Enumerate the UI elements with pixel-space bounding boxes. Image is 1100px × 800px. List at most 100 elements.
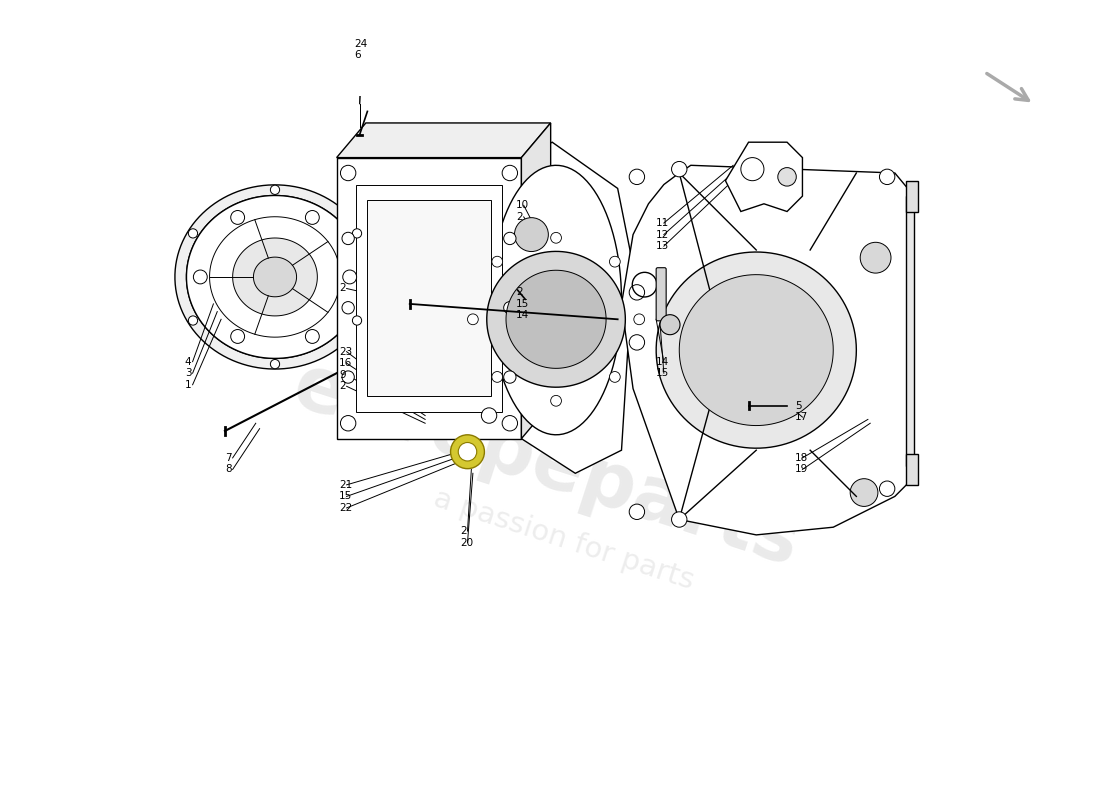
Text: 2: 2 [516, 287, 522, 298]
Circle shape [629, 504, 645, 519]
Circle shape [778, 168, 796, 186]
Text: 19: 19 [794, 465, 808, 474]
Circle shape [306, 210, 319, 224]
Circle shape [504, 371, 516, 383]
Text: 14: 14 [516, 310, 529, 321]
Circle shape [634, 314, 645, 325]
Text: 21: 21 [339, 480, 352, 490]
Polygon shape [521, 142, 634, 474]
Text: 15: 15 [516, 299, 529, 309]
Polygon shape [487, 251, 625, 387]
Circle shape [502, 415, 517, 431]
Polygon shape [210, 217, 341, 337]
FancyArrowPatch shape [987, 74, 1028, 100]
Text: 4: 4 [185, 357, 191, 366]
Text: 23: 23 [339, 346, 352, 357]
Text: 085: 085 [783, 406, 903, 489]
Circle shape [342, 302, 354, 314]
Circle shape [194, 270, 207, 284]
Circle shape [188, 316, 198, 325]
Circle shape [468, 314, 478, 325]
Text: 7: 7 [224, 453, 232, 463]
Text: europeparts: europeparts [284, 349, 810, 582]
Polygon shape [726, 142, 803, 211]
Text: 12: 12 [656, 230, 670, 240]
Circle shape [551, 233, 561, 243]
Text: 2: 2 [460, 526, 466, 536]
Circle shape [343, 270, 356, 284]
Circle shape [341, 415, 355, 431]
Polygon shape [175, 185, 375, 369]
Polygon shape [337, 158, 521, 438]
Circle shape [660, 314, 680, 334]
Polygon shape [621, 166, 914, 535]
Circle shape [451, 435, 484, 469]
Polygon shape [187, 195, 363, 358]
Bar [356, 185, 502, 412]
Polygon shape [657, 252, 856, 448]
Circle shape [231, 210, 244, 224]
Bar [367, 200, 491, 396]
Text: 3: 3 [185, 368, 191, 378]
Circle shape [342, 371, 354, 383]
Text: 10: 10 [516, 200, 529, 210]
Text: 16: 16 [339, 358, 352, 368]
Text: 24: 24 [354, 38, 367, 49]
Circle shape [271, 359, 279, 369]
Text: 2: 2 [339, 283, 345, 294]
Polygon shape [233, 238, 318, 316]
Circle shape [880, 481, 895, 496]
Bar [906, 454, 917, 485]
Text: 6: 6 [354, 50, 361, 60]
Text: 18: 18 [794, 453, 808, 463]
Circle shape [492, 371, 503, 382]
Circle shape [629, 285, 645, 300]
Circle shape [459, 442, 476, 461]
Bar [906, 181, 917, 211]
Circle shape [492, 256, 503, 267]
Polygon shape [521, 123, 551, 438]
Circle shape [671, 162, 686, 177]
Text: 5: 5 [794, 401, 802, 410]
Text: 11: 11 [656, 218, 670, 228]
Circle shape [741, 158, 763, 181]
Circle shape [515, 218, 549, 251]
Text: 2: 2 [339, 382, 345, 391]
Circle shape [306, 330, 319, 343]
Text: 15: 15 [656, 368, 670, 378]
Polygon shape [680, 274, 834, 426]
Circle shape [860, 242, 891, 273]
Text: 17: 17 [794, 412, 808, 422]
Text: 15: 15 [339, 491, 352, 502]
Text: 13: 13 [656, 241, 670, 251]
Circle shape [850, 478, 878, 506]
Polygon shape [337, 123, 551, 158]
Circle shape [352, 316, 362, 325]
Circle shape [271, 185, 279, 194]
Circle shape [629, 334, 645, 350]
Text: 22: 22 [339, 503, 352, 513]
Text: 14: 14 [656, 357, 670, 366]
Text: 1: 1 [185, 380, 191, 390]
Circle shape [188, 229, 198, 238]
Polygon shape [506, 270, 606, 368]
Circle shape [629, 169, 645, 185]
Polygon shape [253, 257, 297, 297]
Text: 2: 2 [516, 212, 522, 222]
Polygon shape [906, 196, 914, 466]
Circle shape [502, 166, 517, 181]
Circle shape [504, 232, 516, 245]
Circle shape [342, 232, 354, 245]
Polygon shape [187, 195, 363, 358]
Text: 9: 9 [339, 370, 345, 380]
Circle shape [609, 256, 620, 267]
Circle shape [341, 166, 355, 181]
FancyBboxPatch shape [656, 268, 667, 321]
Circle shape [504, 302, 516, 314]
Circle shape [551, 395, 561, 406]
Polygon shape [491, 166, 622, 434]
Circle shape [671, 512, 686, 527]
Circle shape [231, 330, 244, 343]
Circle shape [609, 371, 620, 382]
Circle shape [880, 169, 895, 185]
